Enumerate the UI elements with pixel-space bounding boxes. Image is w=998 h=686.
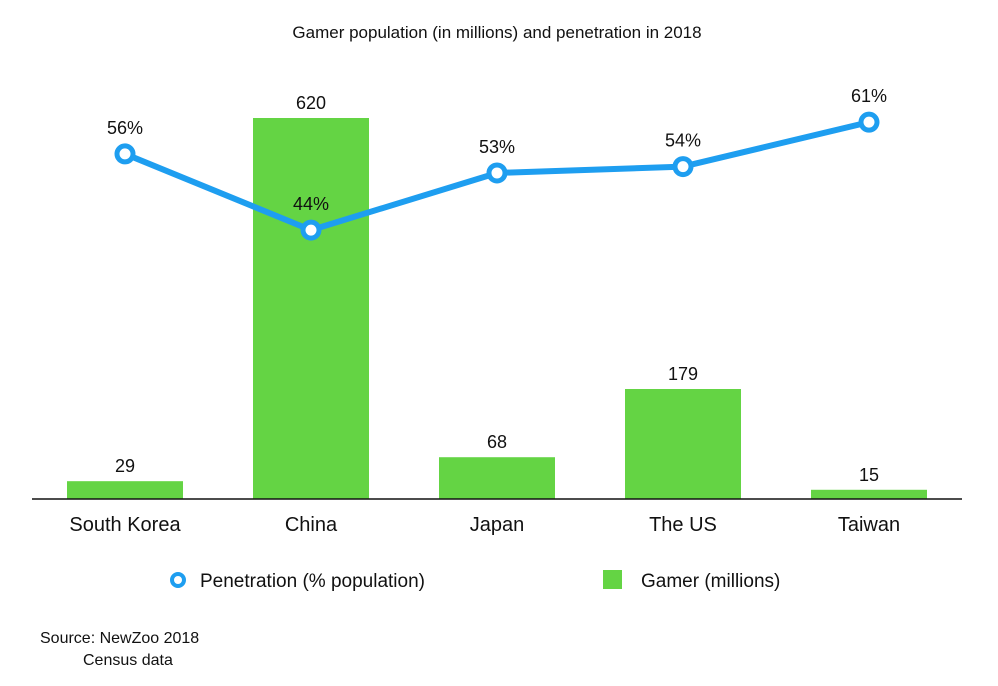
bar-value-label: 620 [296, 93, 326, 113]
penetration-point [672, 156, 694, 178]
penetration-line: 56% 44% 53% 54% 61% [107, 86, 887, 241]
source-line-1: Source: NewZoo 2018 [40, 630, 199, 647]
bar-value-label: 179 [668, 364, 698, 384]
legend-gamer-swatch [603, 570, 622, 589]
bar-value-label: 68 [487, 432, 507, 452]
penetration-value-label: 53% [479, 137, 515, 157]
x-tick-label: Japan [470, 514, 525, 536]
legend-penetration-marker [170, 572, 186, 588]
x-tick-label: China [285, 514, 338, 536]
bar-value-label: 29 [115, 456, 135, 476]
penetration-value-label: 56% [107, 118, 143, 138]
penetration-value-label: 54% [665, 131, 701, 151]
bars: 29 620 68 179 15 [67, 93, 927, 499]
x-tick-label: The US [649, 514, 717, 536]
x-tick-label: Taiwan [838, 514, 900, 536]
legend-gamer-label: Gamer (millions) [641, 571, 780, 592]
x-tick-labels: South Korea China Japan The US Taiwan [69, 514, 900, 536]
bar-value-label: 15 [859, 465, 879, 485]
chart-title: Gamer population (in millions) and penet… [292, 23, 701, 42]
penetration-point [114, 143, 136, 165]
bar-south-korea [67, 481, 183, 499]
penetration-point [858, 111, 880, 133]
bar-taiwan [811, 489, 927, 499]
bar-japan [439, 457, 555, 499]
penetration-point [300, 219, 322, 241]
penetration-value-label: 44% [293, 194, 329, 214]
x-tick-label: South Korea [69, 514, 181, 536]
penetration-value-label: 61% [851, 86, 887, 106]
bar-china [253, 118, 369, 499]
bar-the-us [625, 389, 741, 499]
penetration-point [486, 162, 508, 184]
legend: Penetration (% population) Gamer (millio… [170, 570, 780, 592]
source-line-2: Census data [83, 652, 173, 669]
legend-penetration-label: Penetration (% population) [200, 571, 425, 592]
